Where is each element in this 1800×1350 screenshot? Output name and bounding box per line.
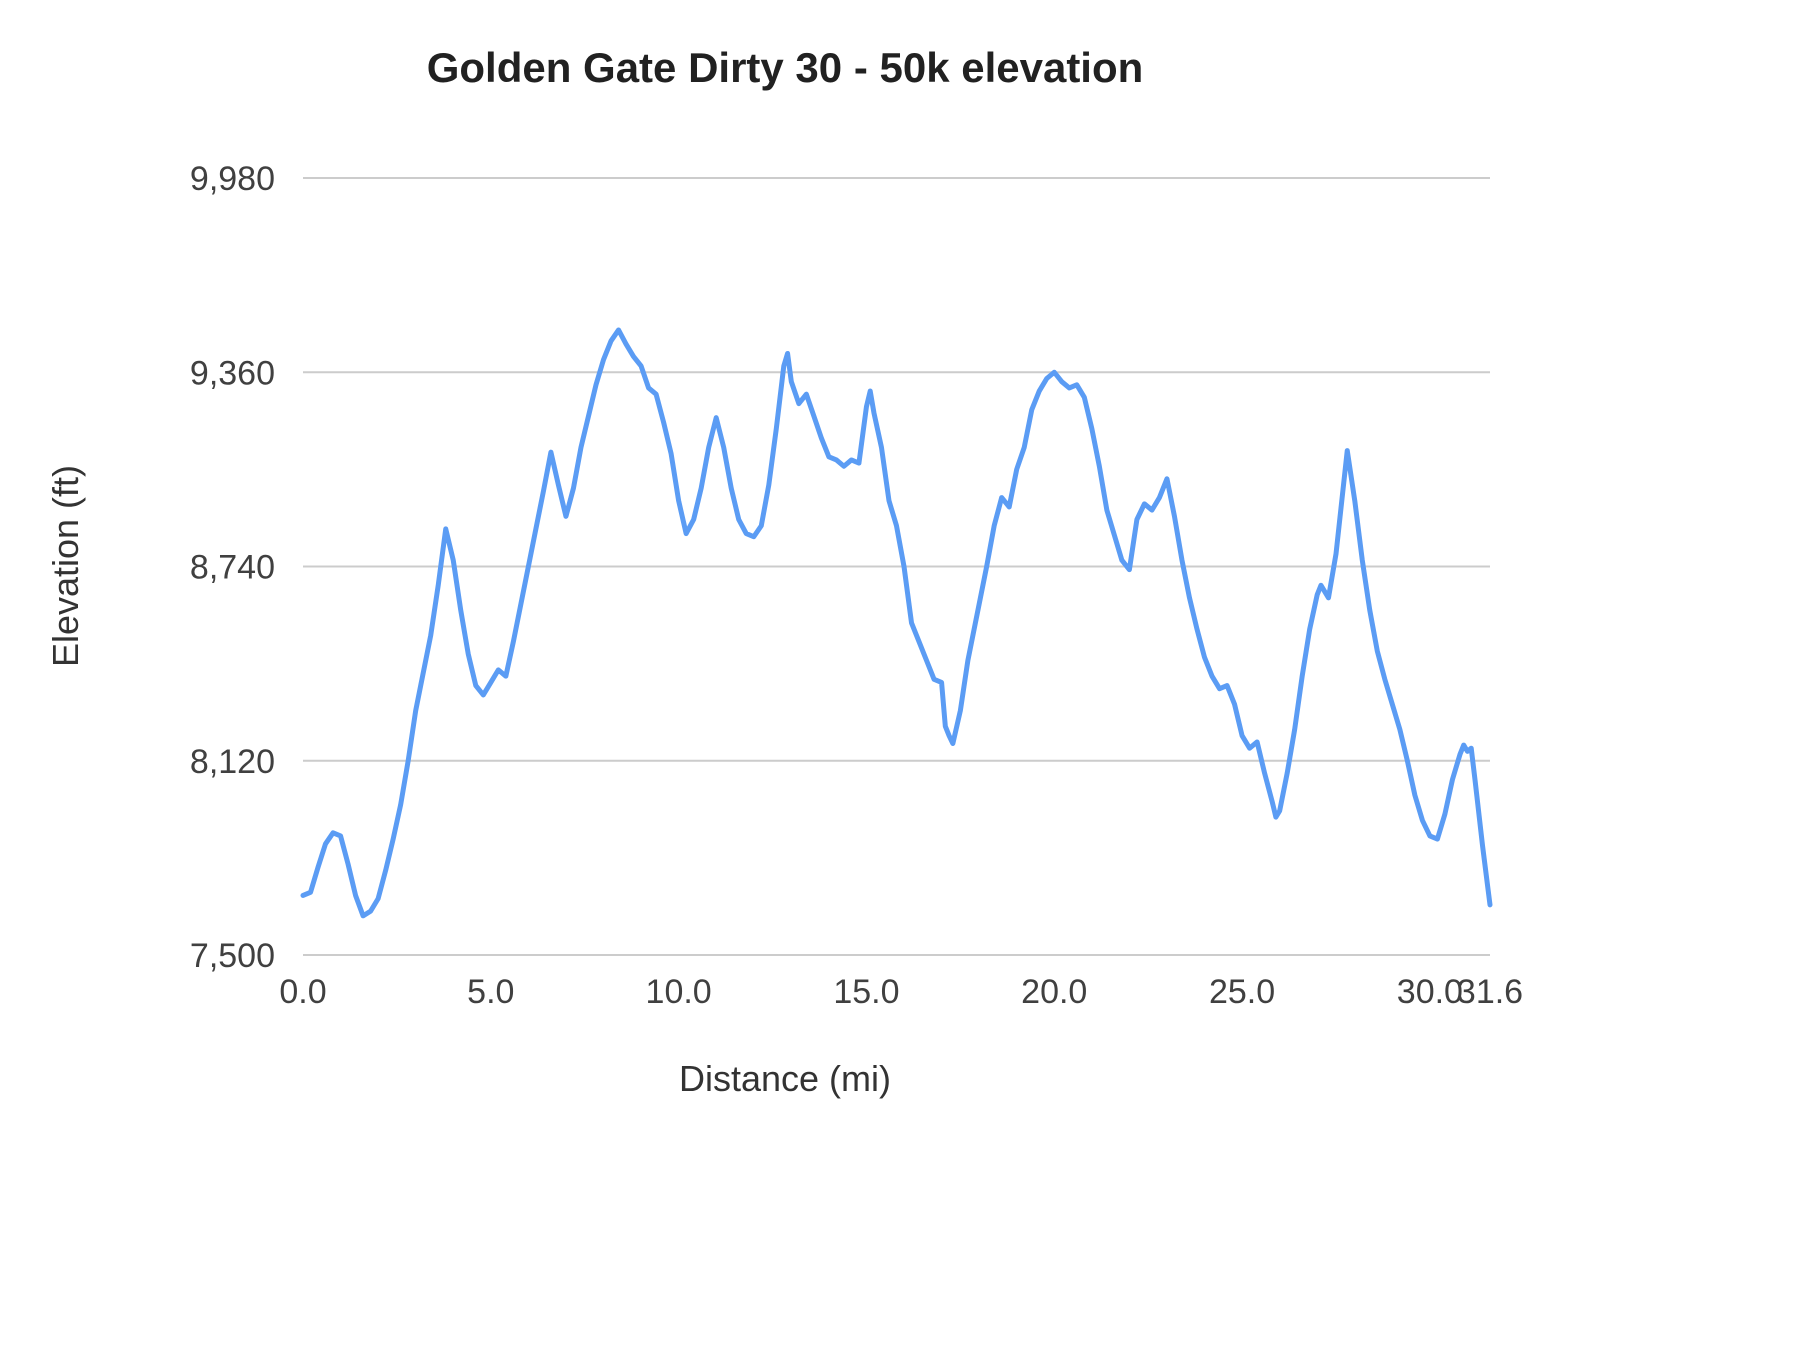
elevation-line-series — [300, 327, 1493, 919]
x-tick-label: 20.0 — [1021, 973, 1087, 1011]
x-tick-label: 0.0 — [279, 973, 326, 1011]
y-tick-label: 9,360 — [190, 354, 275, 392]
x-tick-label: 15.0 — [833, 973, 899, 1011]
x-axis-title: Distance (mi) — [678, 1058, 892, 1099]
y-axis-title: Elevation (ft) — [45, 464, 86, 668]
x-tick-label: 5.0 — [467, 973, 514, 1011]
y-tick-label: 7,500 — [190, 937, 275, 975]
y-tick-label: 8,120 — [190, 743, 275, 781]
x-tick-label: 10.0 — [646, 973, 712, 1011]
x-tick-label: 25.0 — [1209, 973, 1275, 1011]
y-tick-label: 8,740 — [190, 549, 275, 587]
y-tick-label: 9,980 — [190, 160, 275, 198]
x-tick-label: 30.0 — [1397, 973, 1463, 1011]
x-tick-label: 31.6 — [1457, 973, 1523, 1011]
chart-title: Golden Gate Dirty 30 - 50k elevation — [426, 44, 1144, 91]
